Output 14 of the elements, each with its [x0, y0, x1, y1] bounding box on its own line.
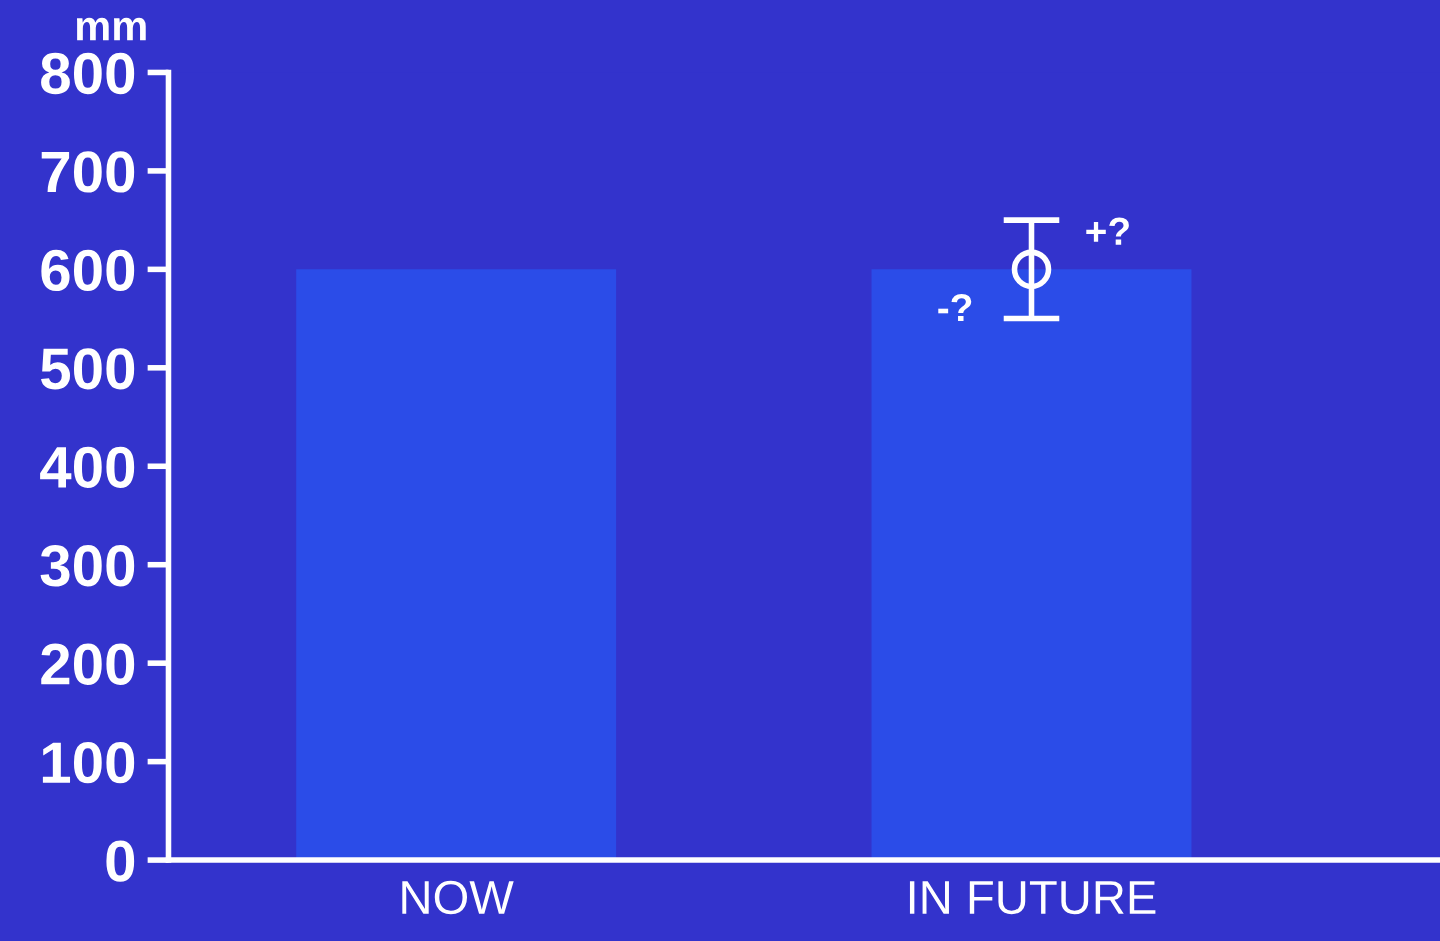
y-tick-label: 700 — [41, 151, 135, 193]
y-axis-title: mm — [76, 17, 146, 41]
y-tick-label: 0 — [106, 840, 135, 882]
y-tick-label: 600 — [41, 249, 135, 292]
y-tick-label: 400 — [40, 446, 135, 488]
y-tick-label: 300 — [40, 545, 135, 587]
x-tick-label: IN FUTURE — [909, 881, 1156, 915]
y-tick-label: 500 — [41, 348, 135, 390]
annotation: +? — [1086, 217, 1129, 245]
annotation: -? — [938, 293, 972, 322]
y-tick-label: 800 — [41, 52, 135, 95]
y-tick-label: 100 — [42, 742, 135, 784]
y-tick-label: 200 — [41, 643, 135, 685]
x-tick-label: NOW — [402, 880, 514, 915]
